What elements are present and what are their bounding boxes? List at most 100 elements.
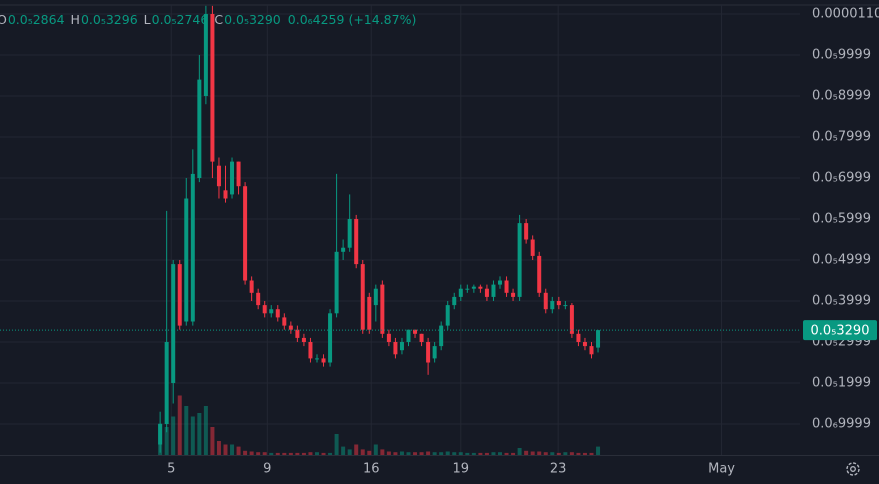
- volume-bar: [471, 452, 476, 455]
- volume-bar: [439, 452, 444, 455]
- volume-bar: [419, 452, 424, 455]
- candle-body: [197, 79, 202, 179]
- volume-bar: [328, 452, 333, 455]
- candle-body: [589, 346, 594, 355]
- volume-bar: [334, 434, 339, 455]
- volume-bar: [478, 452, 483, 455]
- volume-bar: [399, 451, 404, 455]
- volume-bar: [197, 413, 202, 455]
- settings-icon[interactable]: [846, 462, 860, 476]
- candle-body: [164, 342, 169, 425]
- candle-body: [295, 329, 300, 338]
- last-price-box: [803, 320, 877, 341]
- candle-body: [432, 346, 437, 359]
- volume-bar: [262, 452, 267, 455]
- candle-body: [171, 264, 176, 384]
- candle-body: [498, 280, 502, 285]
- candle-body: [341, 247, 346, 252]
- candle-body: [576, 333, 581, 343]
- volume-bar: [582, 452, 587, 455]
- x-tick-label: 19: [453, 462, 470, 477]
- candle-body: [347, 219, 352, 248]
- volume-bar: [341, 446, 346, 455]
- candle-body: [426, 342, 431, 363]
- candle-body: [471, 286, 476, 289]
- candle-body: [465, 288, 470, 290]
- candle-body: [158, 424, 163, 445]
- candle-body: [210, 14, 215, 162]
- volume-bar: [380, 449, 385, 455]
- candle-body: [223, 190, 228, 199]
- grid: [0, 5, 800, 455]
- candle-body: [177, 264, 182, 326]
- candle-body: [445, 305, 450, 326]
- candle-body: [504, 280, 509, 293]
- volume-bar: [596, 446, 601, 455]
- volume-bar: [216, 441, 221, 455]
- volume-bar: [589, 452, 594, 455]
- volume-bar: [164, 427, 169, 455]
- candle-body: [458, 288, 463, 297]
- y-tick-label: 0.0₅8999: [812, 89, 871, 104]
- volume-bar: [543, 452, 548, 455]
- ohlc-legend: O 0.0₅2864 H 0.0₅3296 L 0.0₅2746 C 0.0₅3290 0.0₆…: [0, 12, 416, 27]
- legend-value: 0.0₅2864: [7, 12, 65, 27]
- legend-key: L: [143, 12, 151, 27]
- candle-body: [314, 358, 319, 360]
- candle-body: [230, 161, 235, 195]
- candle-body: [582, 342, 587, 347]
- candle-body: [596, 330, 601, 348]
- volume-bar: [373, 444, 378, 455]
- volume-bar: [517, 448, 522, 455]
- volume-bar: [321, 452, 326, 455]
- volume-bar: [177, 395, 182, 455]
- volume-bar: [432, 452, 437, 455]
- candle-body: [216, 165, 221, 187]
- candle-body: [419, 333, 424, 343]
- candle-body: [256, 292, 261, 306]
- candle-body: [243, 186, 248, 281]
- candle-body: [282, 317, 287, 326]
- y-tick-label: 0.0₅3999: [812, 294, 871, 309]
- candle-body: [360, 264, 365, 330]
- y-tick-label: 0.0₅1999: [812, 376, 871, 391]
- volume-bar: [360, 449, 365, 455]
- volume-bar: [563, 452, 568, 455]
- volume-bar: [393, 452, 398, 455]
- candle-body: [563, 305, 568, 307]
- volume-bar: [288, 452, 293, 455]
- volume-bar: [171, 416, 176, 455]
- volume-bar: [308, 452, 313, 455]
- candle-body: [380, 284, 385, 334]
- volume-bar: [223, 444, 228, 455]
- legend-key: O: [0, 12, 7, 27]
- candle-body: [484, 288, 489, 297]
- x-tick-label: 5: [167, 462, 175, 477]
- y-tick-label: 0.0₅5999: [812, 212, 871, 227]
- candle-body: [511, 292, 516, 297]
- volume-bar: [236, 446, 241, 455]
- candle-body: [569, 305, 574, 334]
- candle-body: [288, 325, 293, 330]
- candle-body: [393, 342, 398, 355]
- candle-body: [452, 296, 457, 306]
- legend-change: 0.0₆4259 (+14.87%): [287, 12, 417, 27]
- candle-body: [354, 219, 359, 265]
- gear-center: [850, 466, 856, 472]
- legend-value: 0.0₅3290: [224, 12, 281, 27]
- volume-bar: [452, 452, 457, 455]
- volume-bar: [413, 452, 418, 455]
- candle-body: [308, 342, 313, 359]
- candle-body: [543, 292, 548, 310]
- candle-body: [262, 305, 267, 314]
- volume-bar: [458, 452, 463, 455]
- volume-bar: [465, 452, 470, 455]
- volume-bar: [537, 451, 542, 455]
- volume-bar: [301, 452, 306, 455]
- volume-bar: [295, 452, 300, 455]
- legend-value: 0.0₅3296: [80, 12, 138, 27]
- candles: [158, 5, 601, 455]
- volume-bar: [282, 452, 287, 455]
